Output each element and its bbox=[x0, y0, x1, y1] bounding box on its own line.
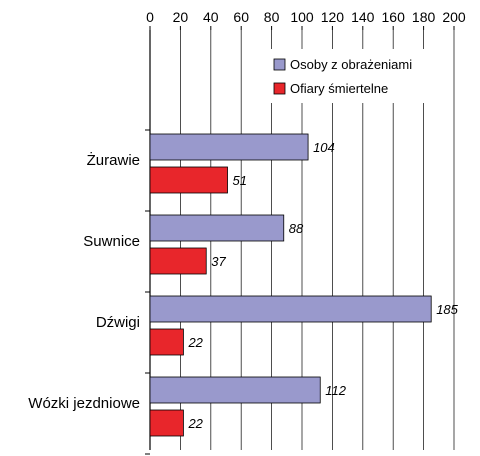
x-tick-label: 100 bbox=[290, 9, 314, 25]
data-label: 104 bbox=[313, 140, 335, 155]
category-label: Żurawie bbox=[87, 151, 140, 169]
x-tick-label: 120 bbox=[321, 9, 345, 25]
x-tick-label: 200 bbox=[442, 9, 466, 25]
x-tick-label: 180 bbox=[412, 9, 436, 25]
bar bbox=[149, 376, 321, 404]
data-label: 185 bbox=[436, 302, 458, 317]
bar bbox=[149, 247, 207, 275]
x-tick-label: 80 bbox=[264, 9, 280, 25]
data-label: 22 bbox=[187, 335, 203, 350]
data-label: 112 bbox=[325, 383, 346, 398]
x-tick-label: 40 bbox=[203, 9, 219, 25]
legend-label: Ofiary śmiertelne bbox=[290, 81, 388, 96]
x-tick-label: 60 bbox=[233, 9, 249, 25]
legend-background bbox=[266, 49, 436, 103]
legend-swatch bbox=[273, 82, 286, 95]
category-label: Dźwigi bbox=[96, 314, 140, 331]
data-labels: 104 51 88 37 185 22 112 22 bbox=[187, 140, 458, 431]
bar bbox=[149, 133, 309, 161]
legend-label: Osoby z obrażeniami bbox=[290, 57, 412, 72]
bar bbox=[149, 328, 184, 356]
bar bbox=[149, 214, 285, 242]
data-label: 22 bbox=[187, 416, 203, 431]
x-tick-label: 0 bbox=[146, 9, 154, 25]
data-label: 88 bbox=[289, 221, 304, 236]
bar bbox=[149, 295, 432, 323]
data-label: 51 bbox=[233, 173, 247, 188]
category-label: Suwnice bbox=[83, 233, 140, 250]
bar bbox=[149, 166, 228, 194]
x-tick-label: 140 bbox=[351, 9, 375, 25]
x-tick-label: 160 bbox=[382, 9, 406, 25]
legend-swatch bbox=[273, 58, 286, 71]
legend: Osoby z obrażeniami Ofiary śmiertelne bbox=[266, 49, 436, 103]
category-label: Wózki jezdniowe bbox=[28, 395, 140, 412]
data-label: 37 bbox=[211, 254, 226, 269]
category-labels: Żurawie Suwnice Dźwigi Wózki jezdniowe bbox=[28, 151, 140, 412]
x-tick-label: 20 bbox=[173, 9, 189, 25]
bars bbox=[149, 133, 432, 437]
x-axis: 0 20 40 60 80 100 120 140 160 180 200 bbox=[145, 9, 466, 455]
bar bbox=[149, 409, 184, 437]
